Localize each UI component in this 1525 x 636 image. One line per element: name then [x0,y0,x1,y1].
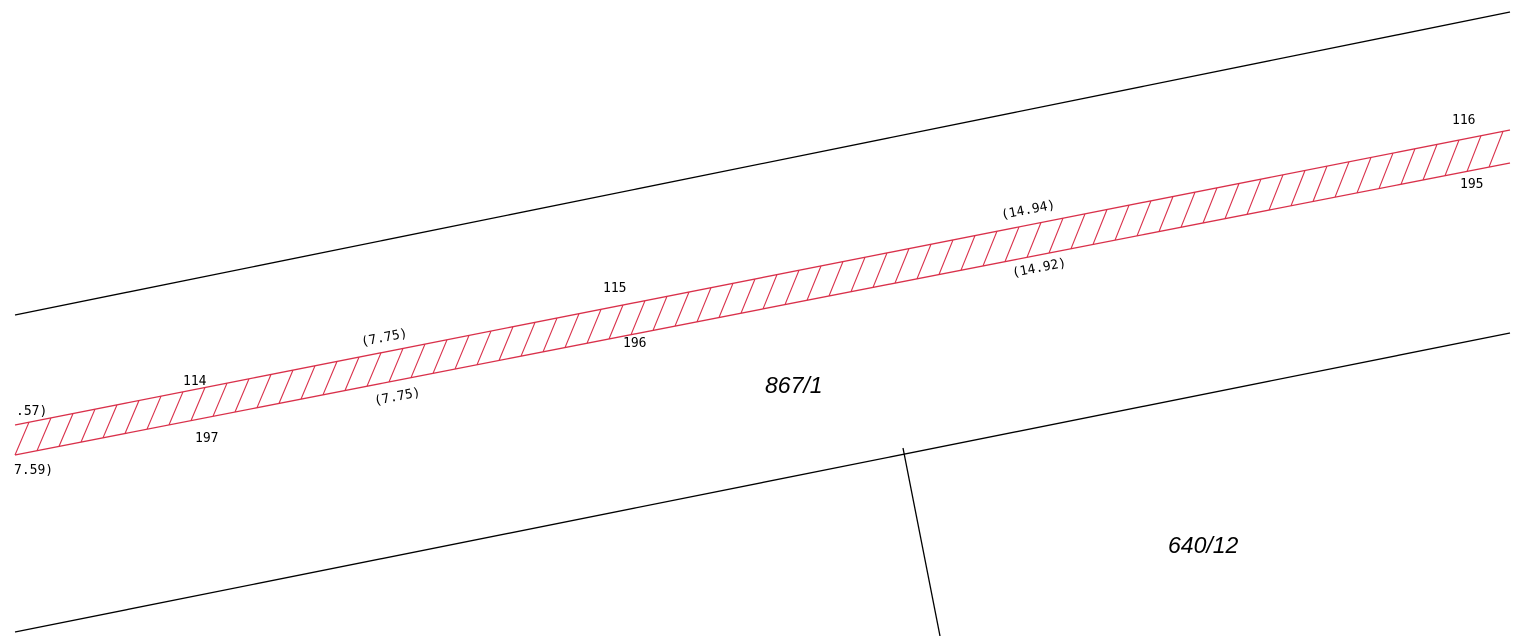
easement-hatch-line [630,300,646,335]
easement-hatch-line [1026,222,1042,258]
easement-hatch-line [542,317,558,353]
easement-hatch-line [1400,148,1416,185]
easement-hatch-line [740,278,756,314]
point-116-label: 116 [1452,113,1475,128]
easement-hatch-line [80,408,96,443]
easement-hatch-line [938,239,954,275]
measurement-left-bottom: 7.59) [14,463,53,478]
measurement-7-75-bottom: (7.75) [373,385,422,409]
easement-hatch-line [454,335,470,370]
easement-hatch-line [1224,183,1240,219]
easement-hatch-line [1268,174,1284,211]
measurement-left-top: .57) [16,404,47,419]
easement-bottom-edge [14,162,1511,456]
parcel-number-867-1: 867/1 [765,372,823,398]
easement-hatch-line [1004,226,1020,262]
easement-hatch-line [498,326,514,361]
easement-hatch-line [1356,157,1372,194]
lower-road-boundary [14,332,1511,633]
easement-hatch-line [146,395,162,430]
measurement-7-75-top: (7.75) [360,326,409,350]
easement-hatch-line [1334,161,1350,198]
measurement-14-92: (14.92) [1011,256,1068,281]
easement-hatch-line [124,400,140,434]
easement-hatch-line [1378,152,1394,189]
measurement-14-94: (14.94) [1000,198,1057,223]
point-114-label: 114 [183,374,207,389]
easement-hatch-line [256,374,272,408]
easement-hatch-line [300,365,316,400]
easement-hatch-line [1444,139,1460,176]
easement-hatch-line [520,322,536,357]
easement-hatch-line [564,313,580,348]
easement-hatch-line [1466,135,1482,172]
easement-hatch-line [212,382,228,417]
parcel-divider-line [902,447,941,636]
easement-hatch-line [1136,200,1152,237]
easement-hatch-line [652,296,668,331]
easement-hatch-line [674,291,690,327]
easement-hatch-line [58,413,74,447]
parcel-number-640-12: 640/12 [1168,532,1239,558]
point-196-label: 196 [623,336,646,351]
easement-hatch-line [872,252,888,288]
easement-hatch-line [916,244,932,280]
easement-hatch-line [586,309,602,344]
point-115-label: 115 [603,281,626,296]
upper-road-boundary [14,11,1511,316]
easement-hatch-line [410,343,426,378]
point-labels: 114 197 115 196 116 195 [183,113,1483,446]
easement-hatch-line [696,287,712,323]
easement-hatch-line [102,404,118,439]
easement-hatch-line [1312,165,1328,202]
point-195-label: 195 [1460,177,1483,192]
easement-hatch-line [1202,187,1218,224]
easement-hatch-line [344,356,360,391]
easement-hatch-lines [14,131,1504,456]
boundary-lines [14,11,1511,636]
easement-hatch-line [432,339,448,374]
easement-hatch-line [190,387,206,421]
easement-hatch-line [234,378,250,413]
easement-hatch-line [608,304,624,340]
easement-hatch-line [1290,170,1306,207]
easement-hatch-line [1048,217,1064,254]
easement-hatch-line [1070,213,1086,249]
easement-top-edge [14,129,1511,426]
easement-hatch-line [784,270,800,305]
easement-hatch-line [762,274,778,310]
easement-hatch-line [476,330,492,366]
easement-hatch-line [1180,191,1196,228]
easement-hatch-line [1114,204,1130,241]
easement-hatch-line [1158,196,1174,232]
easement-hatch-line [388,348,404,383]
easement-hatch-line [14,421,30,456]
easement-hatch-line [1246,178,1262,215]
easement-hatch-line [894,248,910,284]
easement-hatch-line [982,230,998,267]
easement-hatch-line [960,235,976,271]
easement-hatch-line [1092,209,1108,245]
easement-hatch-line [828,261,844,297]
easement-hatch-line [718,283,734,318]
easement-hatch-line [36,417,52,451]
easement-hatch-line [850,257,866,292]
easement-hatch-line [168,391,184,426]
easement-hatch-line [366,352,382,387]
easement-hatch-line [1488,131,1504,168]
measurement-labels: .57) 7.59) (7.75) (7.75) (14.94) (14.92) [14,198,1068,478]
easement-hatch-line [278,369,294,404]
easement-hatch-line [322,361,338,396]
easement-strip [14,129,1511,456]
parcel-labels: 867/1 640/12 [765,372,1239,558]
point-197-label: 197 [195,431,218,446]
easement-hatch-line [806,265,822,301]
easement-hatch-line [1422,144,1438,181]
